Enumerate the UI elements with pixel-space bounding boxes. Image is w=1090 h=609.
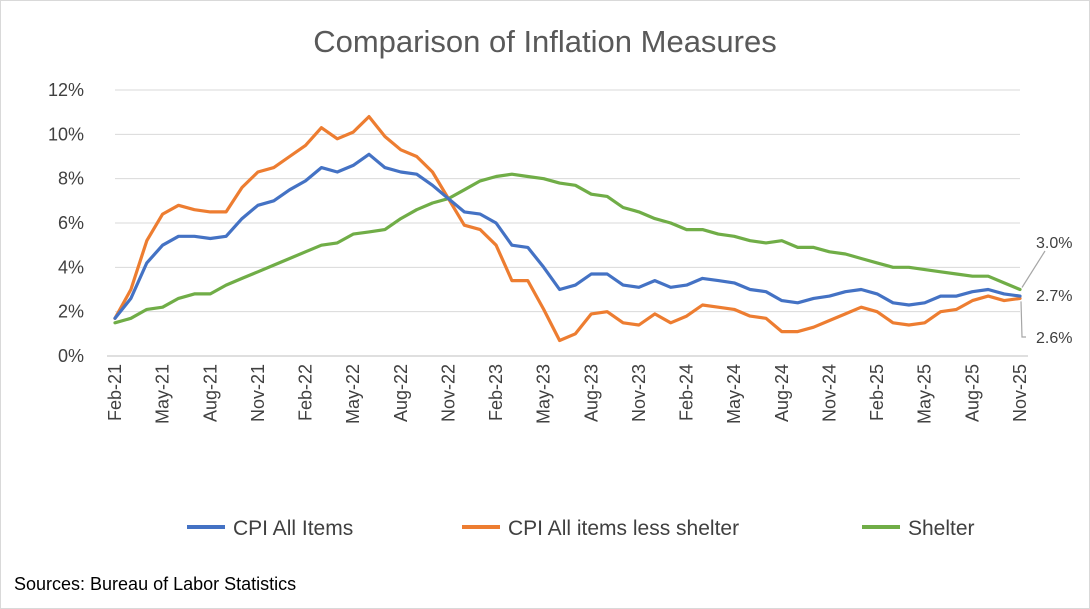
x-tick-label: Nov-24 — [819, 364, 839, 422]
x-tick-label: May-23 — [534, 364, 554, 424]
y-tick-label: 2% — [58, 302, 84, 322]
x-tick-label: May-21 — [153, 364, 173, 424]
x-tick-label: Nov-21 — [248, 364, 268, 422]
y-tick-label: 12% — [48, 80, 84, 100]
gridlines — [115, 89, 1020, 313]
x-tick-label: Feb-22 — [296, 364, 316, 421]
x-tick-label: Aug-22 — [391, 364, 411, 422]
x-tick-label: Aug-25 — [962, 364, 982, 422]
annotation-less-shelter-value: 2.6% — [1036, 330, 1072, 347]
x-tick-label: Feb-24 — [677, 364, 697, 421]
series-lines — [113, 114, 1022, 343]
x-tick-label: Feb-23 — [486, 364, 506, 421]
x-tick-label: Nov-22 — [438, 364, 458, 422]
annotation-leader-shelter — [1021, 250, 1046, 288]
end-annotations: 3.0% 2.7% 2.6% — [1020, 235, 1072, 347]
legend: CPI All Items CPI All items less shelter… — [187, 517, 975, 540]
annotation-shelter-value: 3.0% — [1036, 235, 1072, 252]
x-tick-label: May-22 — [343, 364, 363, 424]
chart-title: Comparison of Inflation Measures — [313, 24, 777, 59]
x-tick-label: Feb-25 — [867, 364, 887, 421]
x-tick-label: Nov-23 — [629, 364, 649, 422]
x-tick-label: Aug-23 — [581, 364, 601, 422]
y-tick-label: 4% — [58, 257, 84, 277]
x-tick-label: Nov-25 — [1010, 364, 1030, 422]
y-tick-label: 10% — [48, 124, 84, 144]
annotation-cpi-all-value: 2.7% — [1036, 288, 1072, 305]
y-axis-ticks: 0% 2% 4% 6% 8% 10% 12% — [48, 80, 84, 366]
x-tick-label: Aug-21 — [200, 364, 220, 422]
x-axis-ticks: Feb-21 May-21 Aug-21 Nov-21 Feb-22 May-22 Aug-… — [105, 364, 1030, 424]
series-line-0 — [113, 152, 1022, 320]
x-tick-label: May-24 — [724, 364, 744, 424]
legend-label-less-shelter: CPI All items less shelter — [508, 517, 739, 540]
source-note: Sources: Bureau of Labor Statistics — [14, 574, 296, 594]
series-line-1 — [113, 114, 1022, 343]
legend-label-cpi-all: CPI All Items — [233, 517, 353, 540]
annotation-leader-less-shelter — [1020, 301, 1026, 338]
legend-label-shelter: Shelter — [908, 517, 975, 540]
y-tick-label: 8% — [58, 169, 84, 189]
x-tick-label: May-25 — [915, 364, 935, 424]
y-tick-label: 6% — [58, 213, 84, 233]
x-tick-label: Feb-21 — [105, 364, 125, 421]
series-line-2 — [113, 172, 1022, 325]
x-tick-label: Aug-24 — [772, 364, 792, 422]
y-tick-label: 0% — [58, 346, 84, 366]
